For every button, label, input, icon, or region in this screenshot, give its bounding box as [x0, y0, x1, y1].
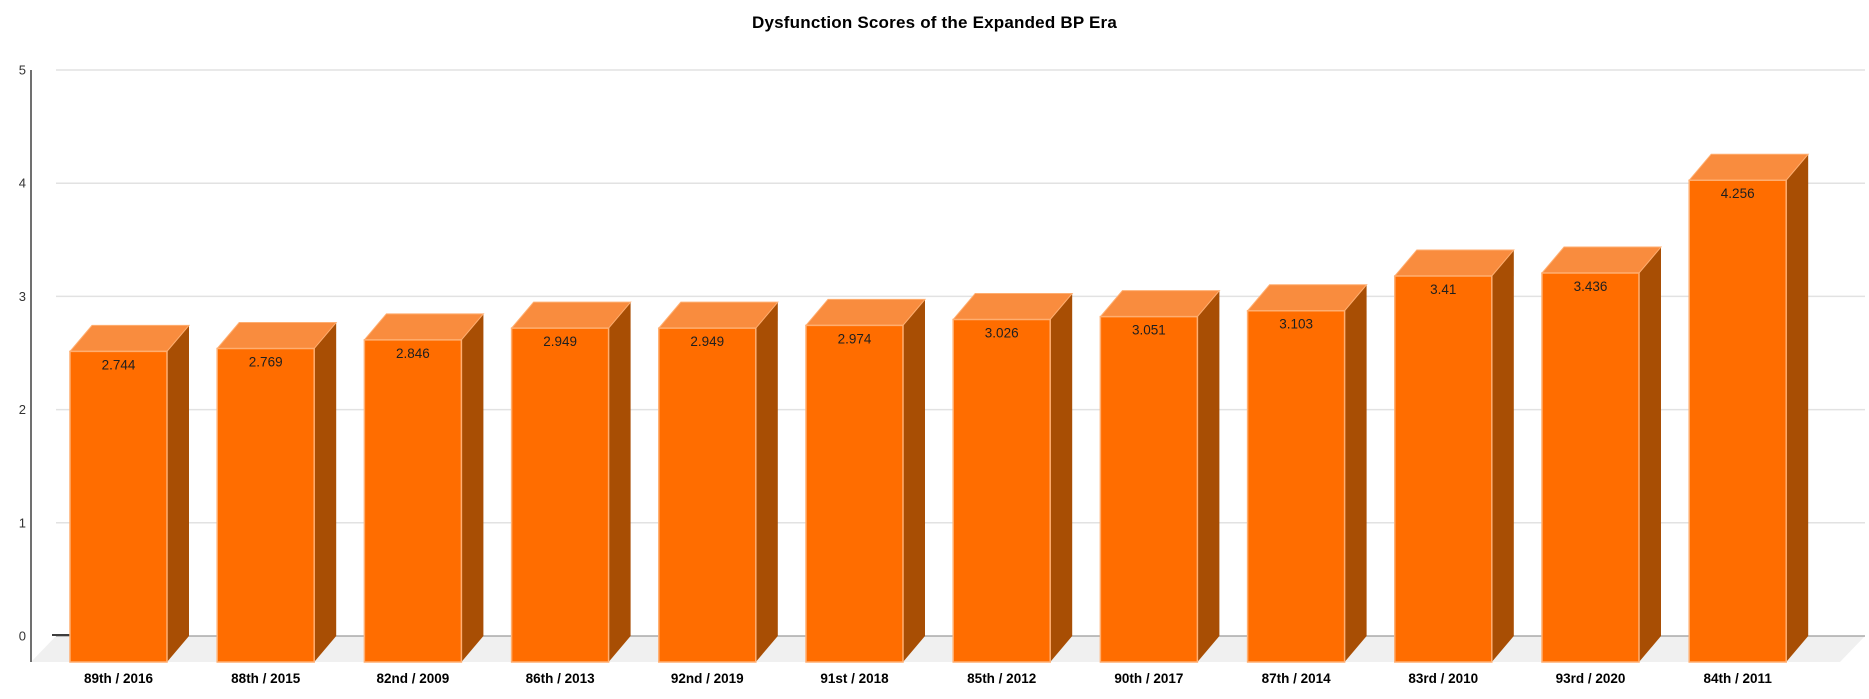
bar-front-face [69, 350, 168, 663]
x-axis-label: 86th / 2013 [526, 671, 596, 686]
bar-value-label: 2.769 [249, 355, 283, 370]
x-axis-label: 93rd / 2020 [1556, 671, 1626, 686]
bar-value-label: 2.846 [396, 346, 430, 361]
bar-front-face [363, 339, 463, 663]
x-axis-label: 88th / 2015 [231, 671, 301, 686]
bar-front-face [952, 318, 1051, 663]
y-axis-tick-label: 5 [19, 63, 26, 78]
bar-value-label: 2.974 [838, 331, 872, 346]
y-axis-tick-label: 1 [19, 515, 26, 530]
bar-column-5[interactable]: 2.949 [657, 301, 779, 663]
bar-column-12[interactable]: 4.256 [1688, 153, 1810, 663]
bar-side-face [1786, 154, 1809, 662]
bar-front-face [805, 324, 904, 663]
x-axis-label: 83rd / 2010 [1408, 671, 1478, 686]
bar-side-face [903, 299, 925, 662]
bar-column-10[interactable]: 3.41 [1393, 249, 1515, 663]
bar-value-label: 3.051 [1132, 323, 1166, 338]
y-axis-tick-label: 0 [19, 629, 26, 644]
bar-side-face [1050, 293, 1073, 662]
bar-value-label: 2.949 [690, 334, 724, 349]
x-axis-label: 84th / 2011 [1704, 671, 1773, 686]
bar-side-face [1639, 247, 1661, 662]
bar-value-label: 3.41 [1430, 282, 1456, 297]
bar-value-label: 3.103 [1279, 317, 1313, 332]
bar-side-face [167, 325, 189, 662]
bar-side-face [1197, 290, 1220, 662]
x-axis-label: 92nd / 2019 [671, 671, 744, 686]
y-axis-tick-label: 2 [19, 402, 26, 417]
bar-column-2[interactable]: 2.769 [216, 322, 338, 663]
x-axis-label: 90th / 2017 [1114, 671, 1183, 686]
bar-column-11[interactable]: 3.436 [1540, 246, 1663, 663]
y-axis-tick-label: 3 [19, 289, 26, 304]
bar-front-face [1688, 179, 1787, 663]
bar-front-face [1246, 309, 1346, 663]
bar-front-face [1541, 272, 1640, 663]
bar-column-1[interactable]: 2.744 [68, 324, 191, 663]
bar-column-7[interactable]: 3.026 [952, 292, 1074, 663]
bar-side-face [1491, 249, 1514, 662]
bar-value-label: 3.026 [985, 325, 1019, 340]
x-axis-label: 85th / 2012 [967, 671, 1036, 686]
bar-side-face [1344, 284, 1367, 662]
x-axis-label: 91st / 2018 [820, 671, 889, 686]
bar-side-face [461, 313, 484, 662]
x-axis-label: 87th / 2014 [1262, 671, 1332, 686]
bar-front-face [658, 327, 757, 663]
bar-value-label: 2.949 [543, 334, 577, 349]
x-axis-label: 82nd / 2009 [377, 671, 450, 686]
bar-column-9[interactable]: 3.103 [1246, 284, 1368, 663]
bar-front-face [216, 347, 315, 663]
x-axis-label: 89th / 2016 [84, 671, 154, 686]
bar-column-8[interactable]: 3.051 [1099, 290, 1221, 663]
bar-side-face [608, 302, 631, 662]
y-axis-tick-label: 4 [19, 176, 26, 191]
bar-side-face [755, 302, 778, 662]
bar-value-label: 4.256 [1721, 186, 1755, 201]
bar-column-4[interactable]: 2.949 [510, 301, 632, 663]
bar-side-face [314, 322, 337, 662]
bar-front-face [510, 327, 610, 663]
bar-front-face [1099, 315, 1199, 663]
chart-title: Dysfunction Scores of the Expanded BP Er… [752, 13, 1117, 32]
bar-value-label: 3.436 [1574, 279, 1608, 294]
bar-column-6[interactable]: 2.974 [804, 298, 927, 663]
bar-value-label: 2.744 [102, 357, 136, 372]
bar-front-face [1394, 275, 1493, 663]
bar-column-3[interactable]: 2.846 [363, 313, 485, 663]
